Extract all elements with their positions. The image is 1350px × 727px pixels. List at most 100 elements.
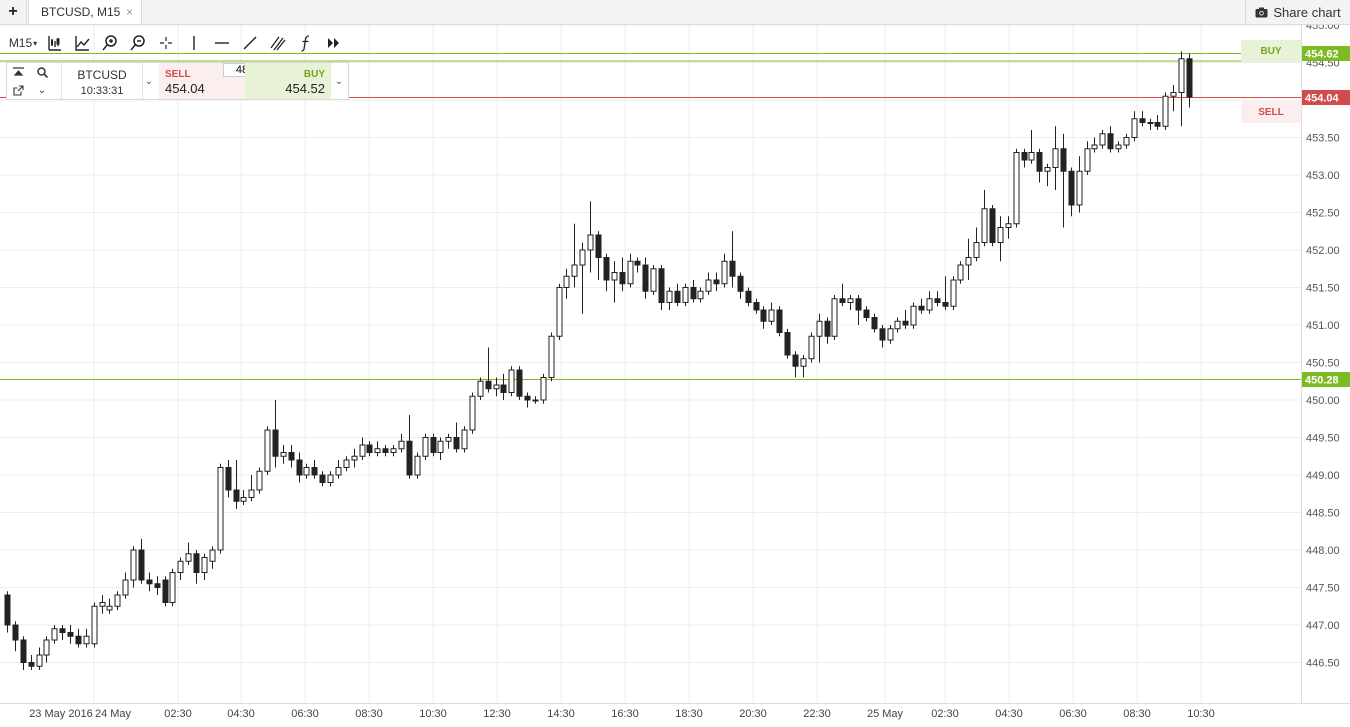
candle-bullish — [122, 579, 129, 596]
sell-dropdown[interactable]: ⌄ — [141, 63, 157, 99]
candle-bearish — [485, 380, 492, 390]
more-tools-button[interactable] — [320, 30, 348, 56]
candle-bullish — [1162, 95, 1169, 127]
candle-bearish — [918, 305, 925, 311]
candle-bearish — [1139, 118, 1146, 123]
chart-type-button[interactable] — [40, 30, 68, 56]
candle-bearish — [1186, 58, 1193, 98]
close-icon[interactable]: × — [125, 5, 133, 19]
candle-bullish — [808, 335, 815, 360]
candle-bullish — [106, 605, 113, 611]
candle-bullish — [1115, 144, 1122, 150]
candle-bullish — [1076, 170, 1083, 206]
time-tick-label: 06:30 — [291, 708, 319, 720]
timeframe-label: M15 — [8, 36, 33, 50]
candle-bearish — [713, 279, 720, 285]
candle-bearish — [729, 260, 736, 277]
candle-bullish — [627, 260, 634, 285]
candle-bullish — [264, 429, 271, 472]
candle-bullish — [579, 249, 586, 266]
zoom-out-button[interactable] — [124, 30, 152, 56]
candle-bearish — [59, 628, 66, 633]
zoom-in-icon — [102, 35, 117, 51]
time-tick-label: 12:30 — [483, 708, 511, 720]
candle-bullish — [816, 320, 823, 337]
candle-bearish — [737, 275, 744, 292]
candle-bullish — [343, 459, 350, 468]
candle-bullish — [130, 549, 137, 581]
candle-bullish — [721, 260, 728, 285]
candle-bearish — [12, 624, 19, 641]
candle-bullish — [185, 553, 192, 562]
price-tick-label: 453.00 — [1306, 170, 1340, 182]
share-chart-button[interactable]: Share chart — [1245, 0, 1350, 24]
search-button[interactable] — [31, 63, 53, 81]
candle-bearish — [792, 354, 799, 367]
time-tick-label: 24 May — [95, 708, 132, 720]
timeframe-select[interactable]: M15 ▾ — [6, 30, 40, 56]
candle-bullish — [965, 257, 972, 266]
indicators-button[interactable] — [68, 30, 96, 56]
candle-bullish — [666, 290, 673, 303]
candle-bullish — [351, 455, 358, 461]
fibonacci-button[interactable] — [292, 30, 320, 56]
candle-bullish — [887, 328, 894, 341]
candle-bullish — [256, 470, 263, 491]
time-tick-label: 23 May 2016 — [29, 708, 93, 720]
channel-button[interactable] — [264, 30, 292, 56]
buy-price: 454.52 — [285, 81, 325, 96]
candle-bearish — [4, 594, 11, 626]
candle-bullish — [99, 602, 106, 607]
tab-btcusd-m15[interactable]: BTCUSD, M15 × — [28, 0, 142, 24]
time-tick-label: 04:30 — [227, 708, 255, 720]
candle-bearish — [1154, 122, 1161, 127]
candle-bullish — [926, 298, 933, 311]
expand-button[interactable]: ⌄ — [31, 81, 53, 99]
candle-bearish — [225, 467, 232, 491]
candle-bullish — [422, 437, 429, 457]
candle-bullish — [650, 268, 657, 292]
add-tab-button[interactable]: + — [0, 0, 27, 24]
candle-bullish — [477, 380, 484, 397]
tab-label: BTCUSD, M15 — [41, 5, 121, 19]
candle-bullish — [1005, 223, 1012, 228]
candle-bearish — [524, 395, 531, 401]
zoom-in-button[interactable] — [96, 30, 124, 56]
trend-line-button[interactable] — [236, 30, 264, 56]
time-tick-label: 04:30 — [995, 708, 1023, 720]
buy-marker[interactable]: BUY — [1241, 40, 1301, 62]
caret-down-icon: ▾ — [33, 38, 38, 48]
candle-bearish — [863, 309, 870, 318]
candle-bullish — [697, 290, 704, 300]
buy-dropdown[interactable]: ⌄ — [331, 63, 347, 99]
candle-bullish — [548, 335, 555, 378]
candle-bullish — [209, 549, 216, 562]
price-tick-label: 454.50 — [1306, 58, 1340, 70]
symbol-box[interactable]: BTCUSD 10:33:31 — [61, 63, 143, 99]
vertical-line-button[interactable] — [180, 30, 208, 56]
price-tick-label: 450.00 — [1306, 395, 1340, 407]
crosshair-button[interactable] — [152, 30, 180, 56]
price-tick-label: 453.50 — [1306, 133, 1340, 145]
sell-marker[interactable]: SELL — [1241, 101, 1301, 123]
candle-bearish — [67, 632, 74, 637]
candle-bearish — [634, 260, 641, 266]
candle-bearish — [603, 257, 610, 281]
time-tick-label: 06:30 — [1059, 708, 1087, 720]
popout-button[interactable] — [7, 81, 29, 99]
candle-bearish — [193, 553, 200, 573]
candle-bullish — [1091, 144, 1098, 150]
candle-bearish — [319, 474, 326, 483]
buy-button[interactable]: BUY 454.52 — [245, 63, 331, 99]
candle-bearish — [366, 444, 373, 453]
candle-bullish — [390, 448, 397, 453]
collapse-button[interactable] — [7, 63, 29, 81]
trend-line-icon — [243, 36, 257, 50]
candle-bullish — [303, 467, 310, 476]
candle-bearish — [75, 635, 82, 645]
horizontal-line-button[interactable] — [208, 30, 236, 56]
candle-bearish — [879, 328, 886, 341]
candle-bearish — [272, 429, 279, 457]
candle-bullish — [177, 560, 184, 573]
